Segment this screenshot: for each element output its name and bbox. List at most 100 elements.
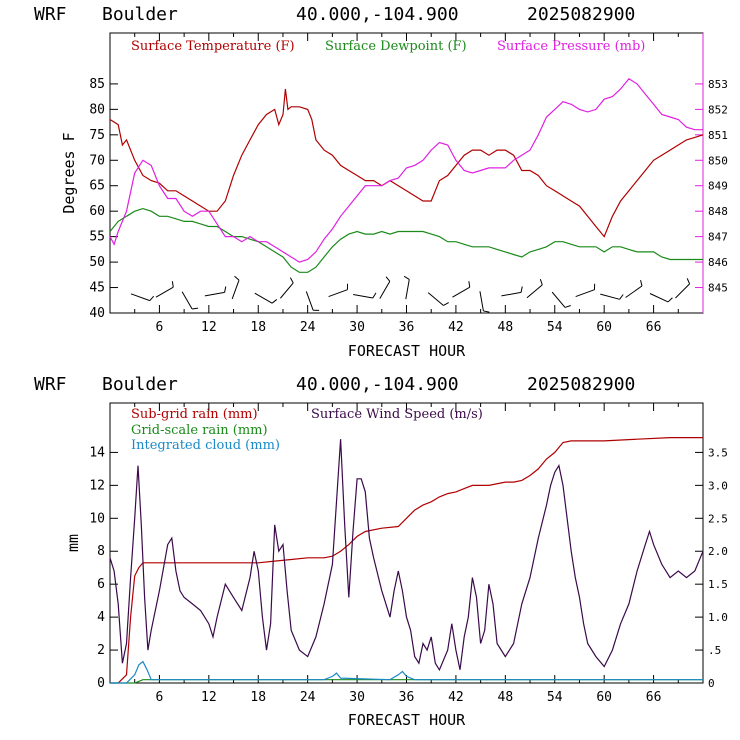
y-axis-label: mm [64, 534, 82, 552]
y-tick-label: 40 [89, 306, 105, 321]
legend-entry: Surface Temperature (F) [131, 39, 295, 54]
legend-entry: Integrated cloud (mm) [131, 438, 280, 453]
x-tick-label: 66 [646, 690, 662, 705]
wind-barb-feather [443, 302, 449, 306]
y2-tick-label: 845 [708, 282, 728, 295]
wind-barb-feather [289, 277, 294, 284]
y2-tick-label: 853 [708, 78, 728, 91]
wind-barb [328, 289, 348, 298]
y2-tick-label: 1.0 [708, 611, 728, 624]
wind-barb [649, 293, 669, 303]
wind-barb-feather [564, 305, 571, 308]
wind-barb-feather [271, 299, 278, 304]
wind-barb [575, 289, 595, 298]
wind-barb [155, 286, 174, 298]
wind-barb [204, 291, 225, 297]
y-tick-label: 4 [97, 610, 105, 625]
x-tick-label: 36 [399, 690, 415, 705]
wind-barb-feather [385, 276, 391, 282]
panel-model: WRF [34, 4, 67, 25]
x-tick-label: 12 [201, 690, 217, 705]
y-tick-label: 14 [89, 445, 105, 460]
x-tick-label: 54 [547, 320, 563, 335]
wind-barb [353, 293, 373, 299]
series-line [109, 88, 704, 238]
y2-tick-label: 850 [708, 154, 728, 167]
legend-entry: Surface Dewpoint (F) [325, 39, 467, 54]
y-tick-label: 85 [89, 77, 105, 92]
wind-barb-feather [403, 275, 410, 280]
x-tick-label: 30 [349, 690, 365, 705]
wind-barb-feather [171, 281, 174, 288]
y-tick-label: 50 [89, 255, 105, 270]
y2-tick-label: 1.5 [708, 578, 728, 591]
y2-tick-label: 848 [708, 205, 728, 218]
x-tick-label: 24 [300, 690, 316, 705]
wind-barb-feather [224, 286, 227, 293]
x-tick-label: 18 [250, 690, 266, 705]
y2-tick-label: 852 [708, 103, 728, 116]
wind-barb-feather [539, 279, 543, 286]
wind-barb [600, 293, 620, 300]
wind-barb [130, 293, 150, 302]
y2-tick-label: 2.0 [708, 545, 728, 558]
x-tick-label: 60 [596, 690, 612, 705]
wind-barb [254, 292, 273, 304]
wind-barb-feather [149, 295, 155, 301]
wind-barb [379, 281, 391, 299]
y-tick-label: 2 [97, 643, 105, 658]
panel-date: 2025082900 [527, 374, 635, 395]
panel-coords: 40.000,-104.900 [296, 374, 459, 395]
plot-frame [109, 32, 704, 314]
series-line [109, 78, 703, 263]
wind-barb [479, 291, 484, 312]
wind-barb [405, 279, 410, 300]
panel-location: Boulder [102, 4, 178, 25]
y-tick-label: 10 [89, 511, 105, 526]
wind-barb-feather [483, 310, 490, 313]
x-tick-label: 42 [448, 320, 464, 335]
y-tick-label: 12 [89, 478, 105, 493]
wind-barb [181, 291, 193, 310]
y2-tick-label: 2.5 [708, 512, 728, 525]
x-tick-label: 48 [498, 320, 514, 335]
y-tick-label: 80 [89, 102, 105, 117]
x-tick-label: 54 [547, 690, 563, 705]
wind-barb [427, 292, 444, 306]
wind-barb [625, 285, 643, 298]
y-axis-label: Degrees F [60, 132, 78, 213]
wind-barb-feather [192, 307, 199, 310]
legend-entry: Grid-scale rain (mm) [131, 423, 268, 438]
y2-tick-label: 3.0 [708, 479, 728, 492]
x-tick-label: 24 [300, 320, 316, 335]
x-tick-label: 42 [448, 690, 464, 705]
x-tick-label: 18 [250, 320, 266, 335]
series-line [110, 437, 703, 684]
y2-tick-label: 846 [708, 256, 728, 269]
y-tick-label: 0 [97, 676, 105, 691]
panel-model: WRF [34, 374, 67, 395]
wind-barb [231, 279, 240, 300]
y2-tick-label: .5 [708, 644, 721, 657]
x-axis-label: FORECAST HOUR [348, 342, 466, 360]
y-tick-label: 6 [97, 577, 105, 592]
wind-barb [452, 286, 471, 298]
legend-entry: Sub-grid rain (mm) [131, 407, 258, 422]
wind-barb-feather [619, 294, 624, 300]
wind-barb-feather [520, 286, 523, 293]
temperature-panel: WRF Boulder 40.000,-104.900 2025082900 6… [34, 4, 728, 360]
x-tick-label: 48 [498, 690, 514, 705]
x-axis-label: FORECAST HOUR [348, 711, 466, 729]
x-tick-label: 60 [596, 320, 612, 335]
wind-barb [526, 284, 543, 299]
y-tick-label: 70 [89, 153, 105, 168]
y2-tick-label: 847 [708, 231, 728, 244]
y-tick-label: 55 [89, 230, 105, 245]
wind-barb [305, 291, 314, 311]
wind-barb-feather [372, 292, 377, 299]
y-tick-label: 75 [89, 128, 105, 143]
x-tick-label: 6 [156, 320, 164, 335]
wind-barb-feather [234, 275, 240, 281]
panel-location: Boulder [102, 374, 178, 395]
